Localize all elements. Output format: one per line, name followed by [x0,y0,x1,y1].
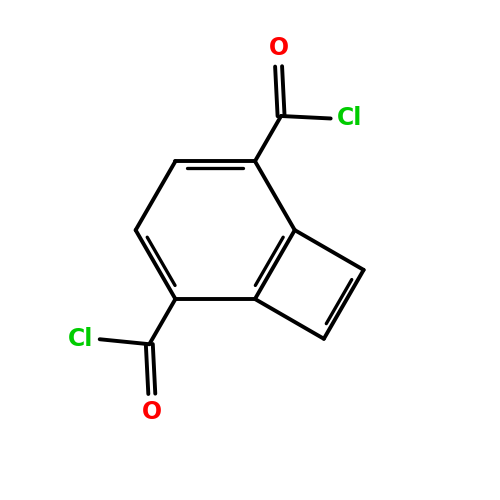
Text: O: O [268,36,288,60]
Text: Cl: Cl [68,327,94,351]
Text: Cl: Cl [336,106,362,130]
Text: O: O [142,400,162,424]
